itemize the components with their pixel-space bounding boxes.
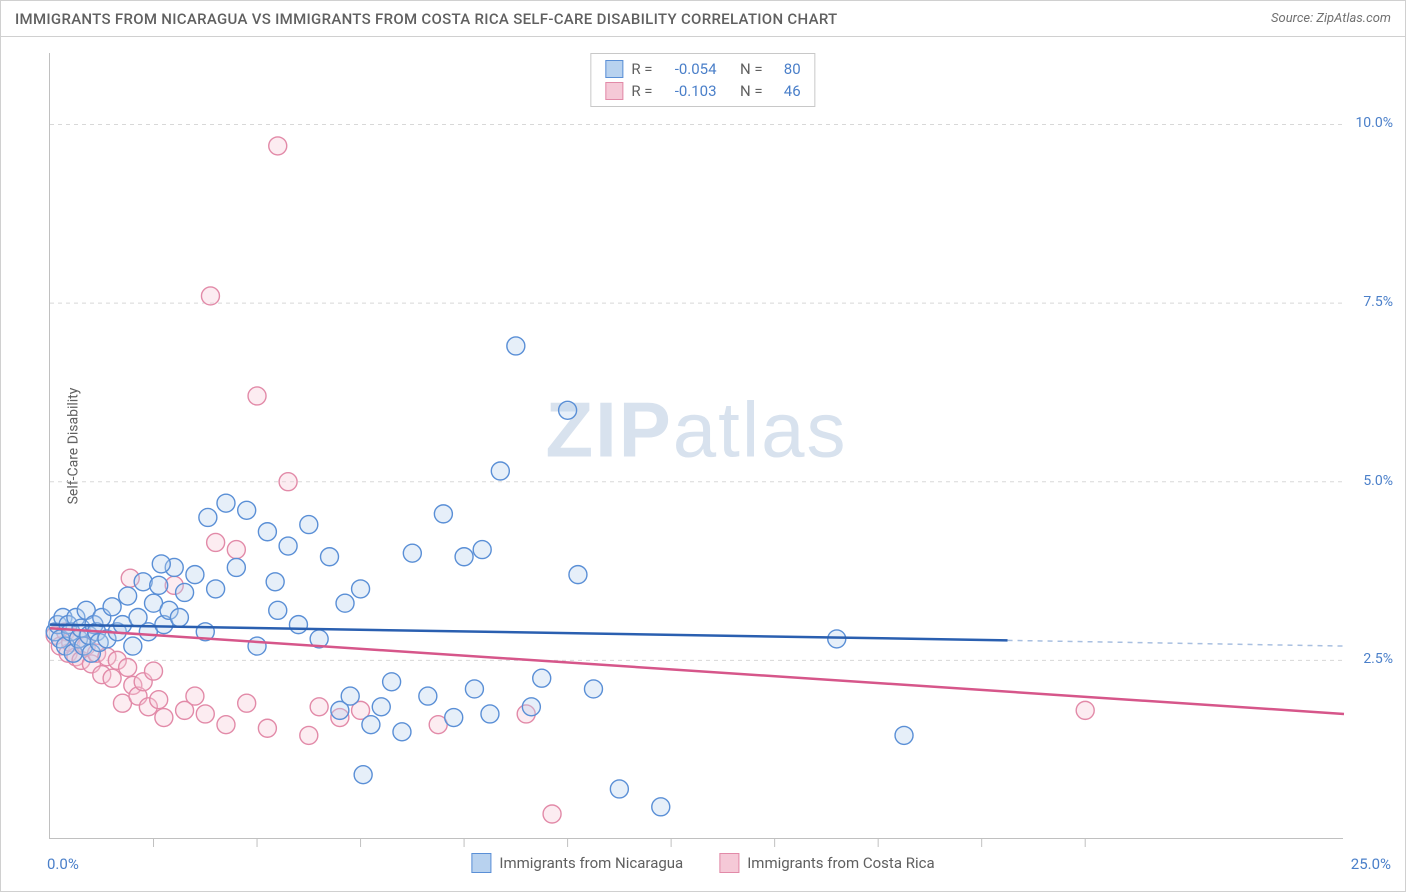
scatter-svg bbox=[50, 53, 1343, 838]
source-label: Source: ZipAtlas.com bbox=[1271, 11, 1391, 26]
n-label-1: N = bbox=[740, 58, 763, 80]
chart-title: IMMIGRANTS FROM NICARAGUA VS IMMIGRANTS … bbox=[15, 10, 838, 28]
n-value-1: 80 bbox=[771, 58, 801, 80]
chart-container: IMMIGRANTS FROM NICARAGUA VS IMMIGRANTS … bbox=[0, 0, 1406, 892]
r-label-2: R = bbox=[631, 80, 652, 102]
r-value-1: -0.054 bbox=[661, 58, 717, 80]
y-tick-label: 10.0% bbox=[1355, 115, 1393, 131]
r-value-2: -0.103 bbox=[661, 80, 717, 102]
n-value-2: 46 bbox=[771, 80, 801, 102]
r-label-1: R = bbox=[631, 58, 652, 80]
x-origin-label: 0.0% bbox=[47, 855, 79, 873]
plot-area: ZIPatlas bbox=[49, 53, 1343, 839]
legend-label-nicaragua: Immigrants from Nicaragua bbox=[499, 854, 683, 872]
legend-item-nicaragua: Immigrants from Nicaragua bbox=[471, 853, 683, 873]
bottom-legend: Immigrants from Nicaragua Immigrants fro… bbox=[471, 853, 934, 873]
legend-item-costarica: Immigrants from Costa Rica bbox=[719, 853, 934, 873]
swatch-costarica bbox=[605, 82, 623, 100]
swatch-nicaragua bbox=[605, 60, 623, 78]
stats-row-costarica: R = -0.103 N = 46 bbox=[605, 80, 800, 102]
y-tick-label: 5.0% bbox=[1363, 473, 1393, 489]
legend-swatch-costarica bbox=[719, 853, 739, 873]
n-label-2: N = bbox=[740, 80, 763, 102]
y-tick-label: 7.5% bbox=[1363, 294, 1393, 310]
y-tick-label: 2.5% bbox=[1363, 651, 1393, 667]
stats-legend-box: R = -0.054 N = 80 R = -0.103 N = 46 bbox=[590, 53, 815, 107]
x-max-label: 25.0% bbox=[1351, 855, 1391, 873]
legend-label-costarica: Immigrants from Costa Rica bbox=[747, 854, 934, 872]
title-bar: IMMIGRANTS FROM NICARAGUA VS IMMIGRANTS … bbox=[1, 1, 1405, 37]
legend-swatch-nicaragua bbox=[471, 853, 491, 873]
stats-row-nicaragua: R = -0.054 N = 80 bbox=[605, 58, 800, 80]
